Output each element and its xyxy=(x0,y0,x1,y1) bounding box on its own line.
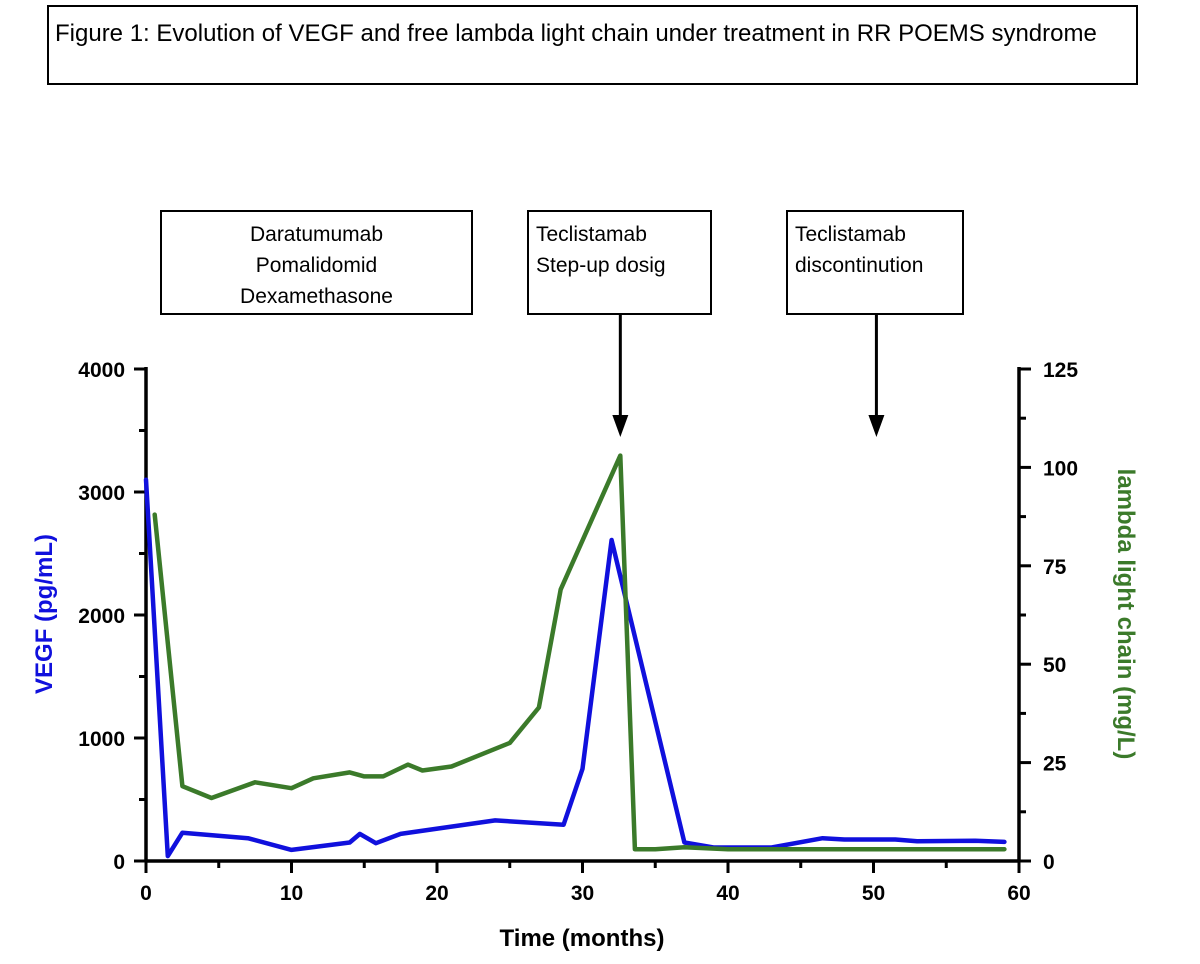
arrow-head xyxy=(612,415,629,437)
x-axis-label: Time (months) xyxy=(500,925,665,952)
y-tick-label: 0 xyxy=(113,851,125,874)
y-tick-label: 4000 xyxy=(78,359,125,382)
treatment-annotations: Daratumumab Pomalidomid Dexamethasone Tecli… xyxy=(160,210,964,315)
y2-axis-label: lambda light chain (mg/L) xyxy=(1112,469,1139,760)
annotation-text: discontinution xyxy=(795,254,923,277)
figure-title: Figure 1: Evolution of VEGF and free lam… xyxy=(47,5,1138,85)
y2-tick-label: 25 xyxy=(1043,753,1067,776)
y-axis-label: VEGF (pg/mL) xyxy=(31,534,58,694)
data-lines xyxy=(143,453,1007,859)
annotation-box-drd xyxy=(160,210,473,315)
y2-tick-label: 75 xyxy=(1043,556,1067,579)
annotation-text: Teclistamab xyxy=(795,223,906,246)
annotation-box-step-up xyxy=(527,210,712,315)
annotation-arrows xyxy=(612,314,885,437)
y2-tick-label: 50 xyxy=(1043,654,1066,677)
x-tick-label: 0 xyxy=(140,882,152,905)
x-tick-label: 10 xyxy=(280,882,303,905)
series-line-lambda xyxy=(152,453,1007,852)
y-tick-label: 2000 xyxy=(78,605,125,628)
x-tick-label: 60 xyxy=(1007,882,1030,905)
y-tick-label: 3000 xyxy=(78,482,125,505)
x-tick-label: 20 xyxy=(425,882,448,905)
series-line-vegf xyxy=(143,477,1007,859)
x-tick-label: 30 xyxy=(571,882,594,905)
x-tick-label: 50 xyxy=(862,882,885,905)
annotation-text: Step-up dosig xyxy=(536,254,666,277)
y2-tick-label: 125 xyxy=(1043,359,1078,382)
annotation-text: Teclistamab xyxy=(536,223,647,246)
y-tick-label: 1000 xyxy=(78,728,125,751)
annotation-text: Dexamethasone xyxy=(240,285,393,308)
annotation-text: Pomalidomid xyxy=(256,254,377,277)
annotation-text: Daratumumab xyxy=(250,223,383,246)
y2-tick-label: 0 xyxy=(1043,851,1055,874)
arrow-head xyxy=(868,415,885,437)
y2-tick-label: 100 xyxy=(1043,457,1078,480)
axes: 0 10 20 30 40 50 60 0 1000 2000 3000 4000 0 25 50 75 100… xyxy=(78,359,1078,905)
x-tick-label: 40 xyxy=(716,882,739,905)
